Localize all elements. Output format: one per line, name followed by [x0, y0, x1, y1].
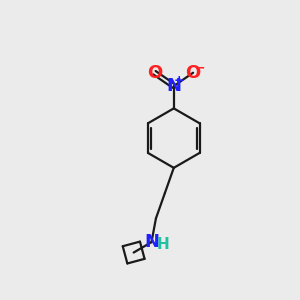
Text: O: O	[185, 64, 201, 82]
Text: +: +	[173, 74, 184, 87]
Text: H: H	[156, 237, 169, 252]
Text: N: N	[144, 233, 159, 251]
Text: O: O	[147, 64, 162, 82]
Text: N: N	[166, 77, 181, 95]
Text: −: −	[194, 62, 205, 75]
